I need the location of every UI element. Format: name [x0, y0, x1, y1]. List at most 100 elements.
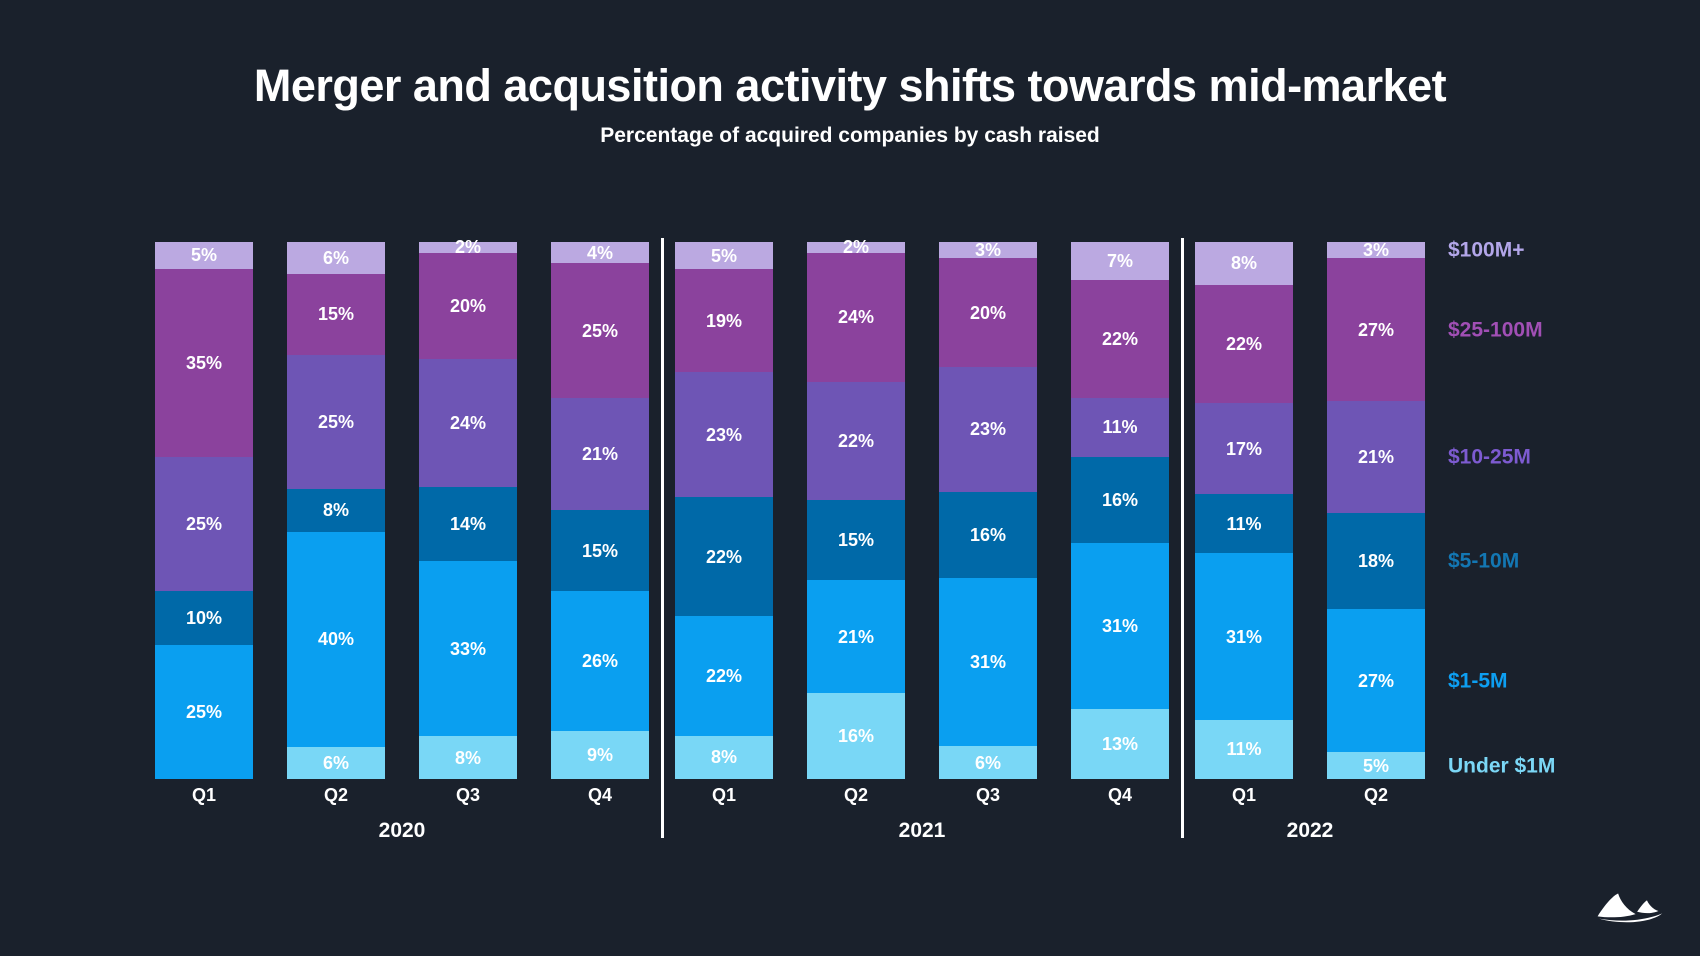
segment-value-label: 11% — [1226, 739, 1262, 760]
segment-value-label: 31% — [1101, 615, 1139, 636]
year-divider — [660, 238, 664, 838]
segment-value-label: 3% — [974, 240, 1001, 261]
bar-segment: 18% — [1327, 513, 1425, 609]
bar-segment: 23% — [675, 372, 773, 497]
bar-segment: 2% — [807, 238, 905, 256]
bar-segment: 27% — [1327, 608, 1425, 753]
segment-value-label: 15% — [317, 304, 355, 325]
bar-segment: 5% — [155, 242, 253, 269]
segment-value-label: 19% — [705, 310, 743, 331]
legend-label: $1-5M — [1448, 669, 1508, 693]
bar-segment: 13% — [1071, 709, 1169, 779]
segment-value-label: 21% — [837, 626, 875, 647]
segment-value-label: 5% — [190, 245, 217, 266]
legend-label: $10-25M — [1448, 445, 1531, 469]
segment-value-label: 13% — [1101, 734, 1139, 755]
segment-value-label: 22% — [837, 430, 875, 451]
bar-segment: 16% — [807, 693, 905, 779]
quarter-label: Q1 — [711, 785, 736, 805]
segment-value-label: 23% — [969, 419, 1007, 440]
segment-value-label: 6% — [974, 752, 1001, 773]
legend-label: Under $1M — [1448, 754, 1556, 778]
segment-value-label: 25% — [317, 411, 355, 432]
segment-value-label: 4% — [586, 242, 613, 263]
segment-value-label: 6% — [322, 248, 349, 269]
segment-value-label: 25% — [581, 320, 619, 341]
bar-segment: 22% — [675, 496, 773, 617]
bar-segment: 20% — [939, 258, 1037, 367]
segment-value-label: 20% — [969, 302, 1007, 323]
bar-2021-q1: 5% 19% 23% 22% 22% 8% — [675, 242, 773, 779]
bar-2022-q1: 8% 22% 17% 11% 31% 11% — [1195, 242, 1293, 779]
bar-segment: 15% — [551, 510, 649, 592]
segment-value-label: 15% — [837, 530, 875, 550]
bar-segment: 26% — [551, 591, 649, 731]
bar-segment: 22% — [675, 616, 773, 736]
legend-label: $5-10M — [1448, 549, 1520, 573]
year-label: 2022 — [1286, 819, 1334, 842]
segment-value-label: 14% — [449, 513, 487, 534]
bar-segment: 19% — [675, 269, 773, 373]
bar-segment: 6% — [287, 242, 385, 275]
year-label: 2021 — [898, 819, 946, 842]
bar-segment: 8% — [1195, 242, 1293, 285]
quarter-label: Q2 — [1363, 785, 1388, 805]
bar-segment: 22% — [1071, 279, 1169, 398]
bar-segment: 24% — [419, 358, 517, 487]
segment-value-label: 5% — [710, 245, 737, 266]
bar-segment: 3% — [939, 240, 1037, 261]
segment-value-label: 16% — [837, 726, 875, 746]
segment-value-label: 16% — [969, 524, 1007, 545]
bar-segment: 16% — [939, 491, 1037, 579]
quarter-label: Q4 — [1107, 785, 1132, 805]
bar-segment: 35% — [155, 268, 253, 457]
bar-segment: 22% — [1195, 284, 1293, 404]
bar-segment: 21% — [1327, 401, 1425, 514]
bar-2020-q1: 5% 35% 25% 10% 25% — [155, 242, 253, 779]
segment-value-label: 9% — [586, 744, 613, 765]
segment-value-label: 10% — [185, 607, 223, 628]
bar-segment: 11% — [1195, 719, 1293, 779]
segment-value-label: 35% — [185, 352, 223, 373]
segment-value-label: 2% — [842, 237, 869, 258]
year-divider — [1180, 238, 1184, 838]
segment-value-label: 20% — [449, 295, 487, 316]
stacked-bar-chart: 5% 35% 25% 10% 25% Q1 6% 15% 25% 8% 40% 6% Q2 2% 20% 24… — [0, 238, 1700, 841]
segment-value-label: 21% — [581, 444, 619, 465]
quarter-label: Q4 — [587, 785, 612, 805]
segment-value-label: 40% — [317, 629, 355, 650]
quarter-label: Q3 — [975, 785, 1000, 805]
bar-segment: 11% — [1195, 494, 1293, 554]
bar-segment: 5% — [675, 242, 773, 270]
bar-segment: 27% — [1327, 257, 1425, 402]
bar-segment: 6% — [287, 746, 385, 779]
page-subtitle: Percentage of acquired companies by cash… — [600, 124, 1100, 147]
segment-value-label: 8% — [322, 500, 349, 521]
bar-segment: 22% — [807, 381, 905, 500]
segment-value-label: 33% — [449, 638, 487, 659]
segment-value-label: 22% — [705, 665, 743, 686]
bar-segment: 25% — [155, 644, 253, 779]
bar-segment: 31% — [939, 578, 1037, 747]
segment-value-label: 25% — [185, 701, 223, 722]
segment-value-label: 8% — [710, 747, 737, 768]
segment-value-label: 5% — [1362, 755, 1389, 776]
bar-segment: 33% — [419, 560, 517, 737]
bar-segment: 6% — [939, 746, 1037, 779]
segment-value-label: 11% — [1102, 417, 1138, 438]
legend-label: $25-100M — [1448, 318, 1543, 342]
bar-segment: 31% — [1071, 542, 1169, 710]
bar-segment: 24% — [807, 252, 905, 382]
segment-value-label: 6% — [322, 752, 349, 773]
quarter-label: Q2 — [323, 785, 348, 805]
bar-segment: 21% — [551, 397, 649, 511]
bar-segment: 20% — [419, 252, 517, 359]
segment-value-label: 7% — [1106, 250, 1133, 271]
bar-segment: 31% — [1195, 553, 1293, 720]
bar-segment: 10% — [155, 591, 253, 645]
bar-segment: 8% — [287, 489, 385, 532]
bar-segment: 7% — [1071, 242, 1169, 280]
bar-2021-q4: 7% 22% 11% 16% 31% 13% — [1071, 242, 1169, 779]
bar-2021-q3: 3% 20% 23% 16% 31% 6% — [939, 240, 1037, 779]
